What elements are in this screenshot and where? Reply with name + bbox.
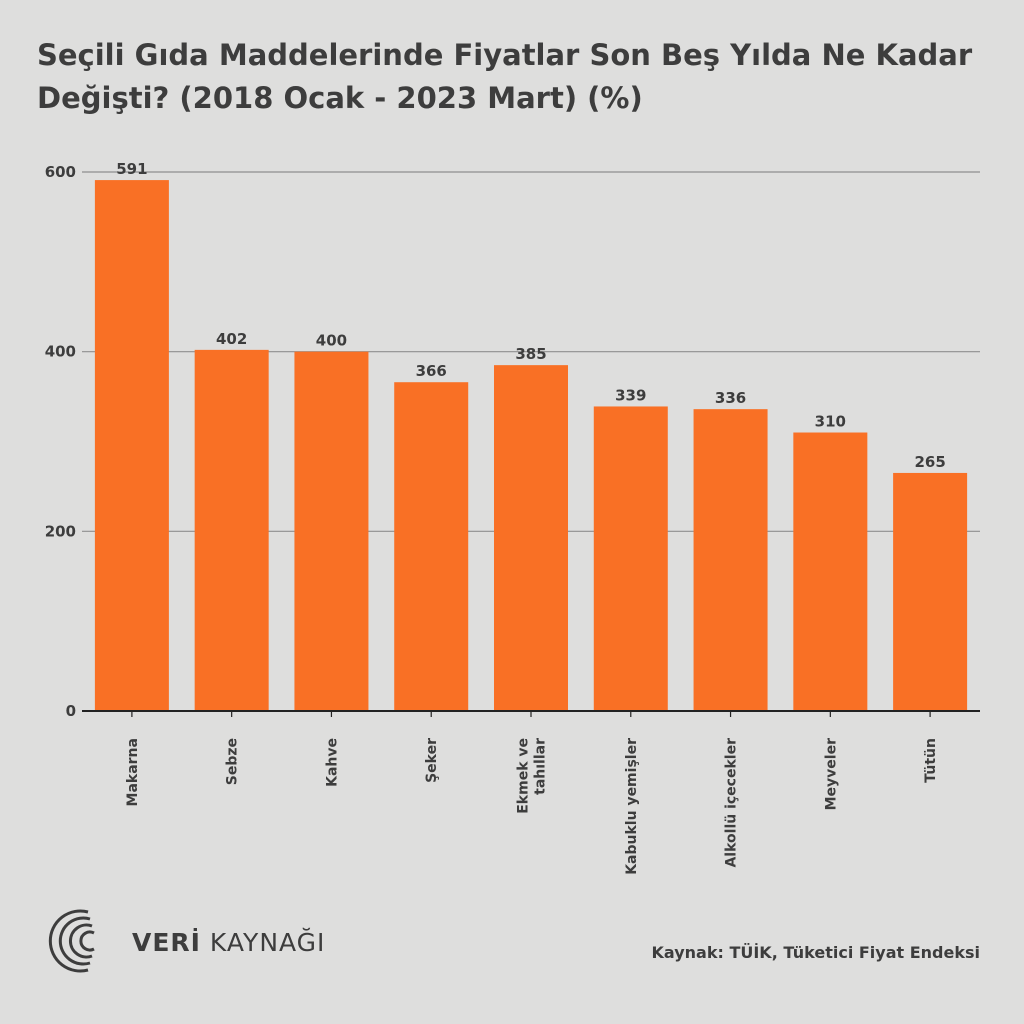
bar: [793, 432, 868, 711]
category-label: Şeker: [424, 738, 440, 783]
category-label: Ekmek ve tahıllar: [516, 738, 549, 814]
category-label: Makarna: [125, 738, 141, 806]
logo-mark-icon: [48, 909, 95, 973]
bar: [394, 382, 469, 711]
logo-text: VERİ KAYNAĞI: [132, 928, 325, 957]
data-label: 366: [416, 362, 447, 380]
data-label: 400: [316, 332, 347, 350]
data-label: 336: [715, 389, 746, 407]
category-label-line: Meyveler: [823, 738, 839, 810]
bar: [593, 406, 668, 711]
source-note: Kaynak: TÜİK, Tüketici Fiyat Endeksi: [651, 943, 980, 962]
category-label: Kabuklu yemişler: [624, 738, 640, 875]
data-label: 310: [815, 413, 846, 431]
data-label: 339: [615, 386, 646, 404]
x-axis-ticks: [131, 711, 931, 717]
category-labels: Makarna Sebze Kahve Şeker Ekmek ve tahıllar Ka…: [125, 738, 939, 875]
data-label: 385: [515, 345, 546, 363]
data-label: 402: [216, 330, 247, 348]
bar: [194, 349, 269, 711]
category-label-line: Tütün: [923, 738, 939, 783]
bar: [294, 351, 369, 711]
logo-text-strong: VERİ: [132, 928, 201, 957]
y-tick-label: 0: [66, 702, 76, 720]
bar-chart: 0 200 400 600 591 402 400 366 385 339 336 310 265 M…: [45, 160, 980, 875]
data-label: 265: [914, 453, 945, 471]
chart-title: Seçili Gıda Maddelerinde Fiyatlar Son Be…: [37, 38, 973, 115]
category-label-line: Alkollü içecekler: [724, 738, 740, 868]
bar: [693, 409, 768, 711]
bar: [893, 472, 968, 711]
category-label-line: tahıllar: [533, 738, 549, 795]
veri-kaynagi-logo: VERİ KAYNAĞI: [40, 906, 324, 976]
category-label-line: Ekmek ve: [516, 738, 532, 814]
bar: [494, 365, 568, 711]
category-label: Alkollü içecekler: [724, 738, 740, 868]
category-label: Kahve: [324, 738, 340, 787]
y-tick-label: 200: [45, 522, 76, 540]
category-label-line: Şeker: [424, 738, 440, 783]
bar: [94, 180, 169, 711]
y-axis-ticks: 0 200 400 600: [45, 163, 76, 720]
category-label: Sebze: [225, 738, 241, 785]
category-label-line: Sebze: [225, 738, 241, 785]
category-label: Tütün: [923, 738, 939, 783]
category-label-line: Kabuklu yemişler: [624, 738, 640, 875]
data-label: 591: [116, 160, 147, 178]
data-labels: 591 402 400 366 385 339 336 310 265: [116, 160, 946, 471]
category-label-line: Makarna: [125, 738, 141, 806]
bars: [94, 180, 968, 711]
y-tick-label: 600: [45, 163, 76, 181]
category-label: Meyveler: [823, 738, 839, 810]
category-label-line: Kahve: [324, 738, 340, 787]
logo-text-light: KAYNAĞI: [200, 928, 326, 957]
y-tick-label: 400: [45, 343, 76, 361]
